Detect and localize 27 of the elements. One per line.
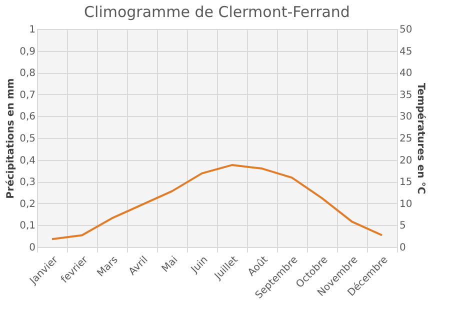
- y2-tick-label: 15: [400, 177, 412, 188]
- y-tick-label: 0,7: [20, 90, 36, 101]
- y-tick-label: 0,2: [20, 198, 36, 210]
- y2-axis-title: Températures en °C: [415, 82, 426, 194]
- y2-tick-label: 45: [400, 46, 412, 58]
- y2-tick-label: 50: [400, 24, 412, 36]
- chart-title: Climogramme de Clermont-Ferrand: [84, 3, 350, 21]
- y-tick-label: 0,8: [20, 68, 36, 80]
- y-tick-label: 0,5: [20, 134, 36, 144]
- y2-tick-label: 40: [400, 68, 412, 80]
- y2-tick-label: 0: [400, 242, 406, 254]
- y2-tick-label: 10: [400, 198, 412, 210]
- y2-tick-label: 20: [400, 155, 412, 166]
- y-tick-label: 0: [29, 242, 36, 254]
- y-axis-title: Précipitations en mm: [6, 78, 17, 199]
- line-series: [51, 164, 383, 240]
- y-tick-label: 0,1: [20, 220, 36, 232]
- x-tick-label: Mai: [160, 254, 180, 275]
- y-tick-label: 1: [29, 24, 36, 36]
- y2-tick-label: 35: [400, 90, 412, 101]
- y2-tick-label: 5: [400, 220, 406, 232]
- y-tick-label: 0,3: [20, 177, 36, 188]
- y-tick-label: 0,6: [20, 112, 36, 123]
- y-tick-label: 0,9: [20, 46, 36, 58]
- y-tick-label: 0,4: [20, 155, 36, 166]
- y2-tick-label: 30: [400, 112, 412, 123]
- y2-tick-label: 25: [400, 134, 412, 144]
